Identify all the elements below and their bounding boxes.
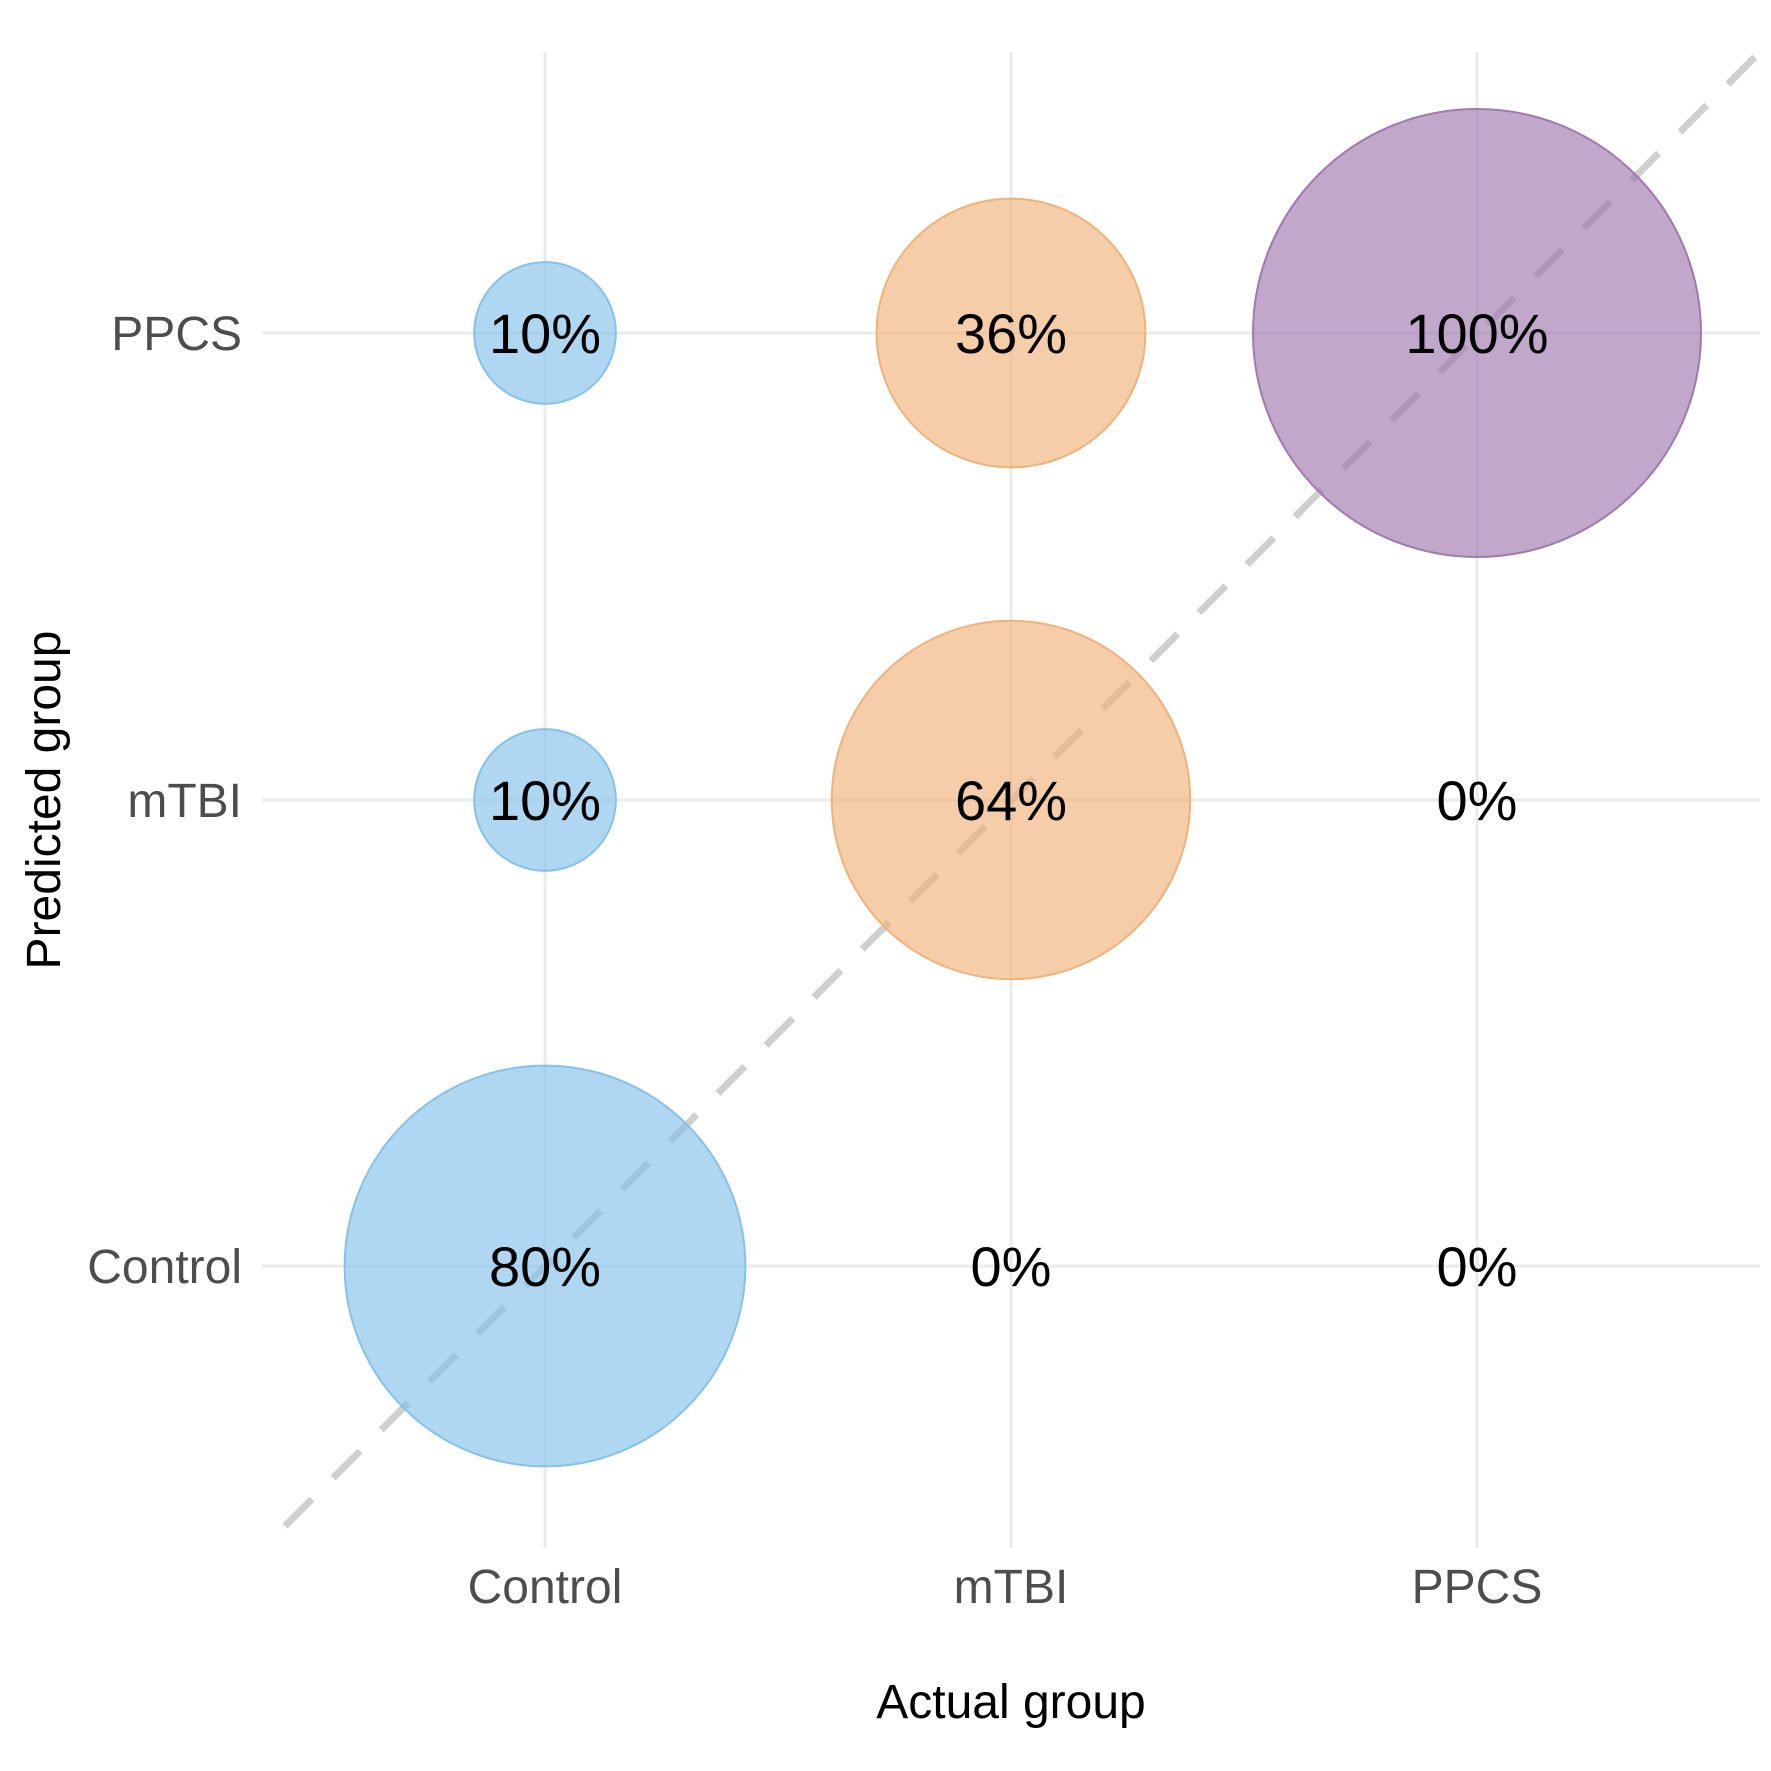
cell-label-mtbi-mtbi: 64% (955, 769, 1067, 832)
y-tick-ppcs: PPCS (111, 308, 242, 361)
x-axis-title: Actual group (876, 1676, 1146, 1729)
bubble-mtbi-ppcs (875, 197, 1147, 469)
bubble-control-mtbi (473, 728, 617, 872)
cell-label-ppcs-ppcs: 100% (1405, 302, 1548, 365)
bubble-ppcs-ppcs (1252, 108, 1702, 558)
cell-labels: 80% 10% 10% 0% 64% 36% 0% 0% 100% (489, 302, 1549, 1298)
cell-label-mtbi-ppcs: 36% (955, 302, 1067, 365)
cell-label-control-ppcs: 10% (489, 302, 601, 365)
y-tick-control: Control (87, 1241, 242, 1294)
cell-label-ppcs-mtbi: 0% (1437, 769, 1518, 832)
x-tick-mtbi: mTBI (954, 1561, 1069, 1614)
x-axis-ticks: Control mTBI PPCS (468, 1561, 1543, 1614)
y-axis-ticks: Control mTBI PPCS (87, 308, 242, 1294)
cell-label-mtbi-control: 0% (971, 1235, 1052, 1298)
y-tick-mtbi: mTBI (127, 775, 242, 828)
cell-label-control-control: 80% (489, 1235, 601, 1298)
x-tick-ppcs: PPCS (1412, 1561, 1543, 1614)
y-axis-title: Predicted group (18, 631, 71, 970)
bubble-mtbi-mtbi (830, 619, 1192, 981)
x-tick-control: Control (468, 1561, 623, 1614)
bubbles (343, 108, 1702, 1468)
bubble-control-control (343, 1064, 747, 1468)
cell-label-ppcs-control: 0% (1437, 1235, 1518, 1298)
cell-label-control-mtbi: 10% (489, 769, 601, 832)
bubble-control-ppcs (473, 261, 617, 405)
